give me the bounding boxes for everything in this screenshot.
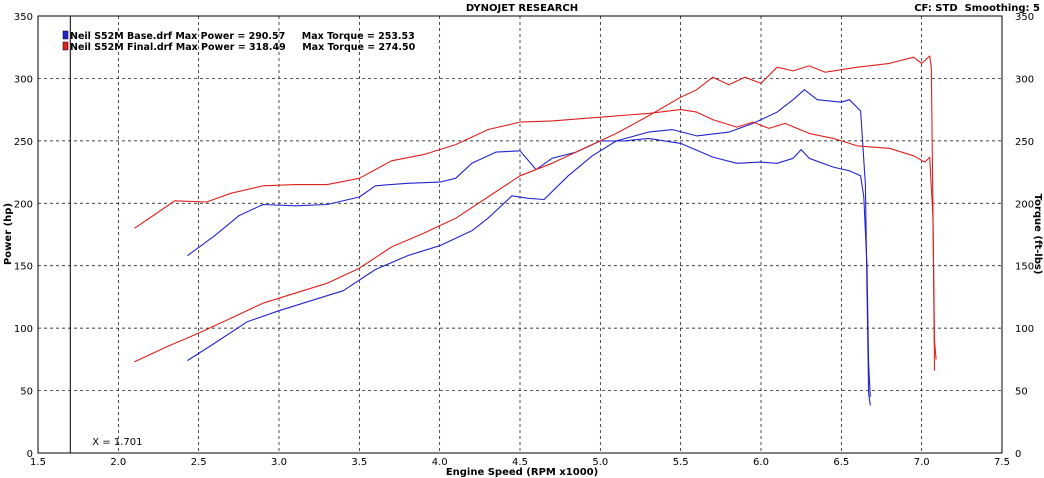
y-right-tick-label: 200 bbox=[1015, 199, 1034, 210]
x-tick-label: 7.5 bbox=[994, 457, 1010, 468]
y-right-tick-label: 350 bbox=[1015, 12, 1034, 23]
y-right-tick-label: 250 bbox=[1015, 137, 1034, 148]
x-tick-label: 6.0 bbox=[753, 457, 769, 468]
x-tick-label: 4.0 bbox=[432, 457, 448, 468]
y-right-tick-label: 150 bbox=[1015, 262, 1034, 273]
x-tick-label: 3.0 bbox=[271, 457, 287, 468]
y-axis-label-left: Power (hp) bbox=[3, 203, 14, 265]
final-torque-curve bbox=[134, 109, 937, 360]
y-left-tick-label: 350 bbox=[14, 12, 33, 23]
legend-swatch-final bbox=[62, 41, 69, 51]
y-axis-label-right: Torque (ft-lbs) bbox=[1032, 194, 1043, 275]
y-right-tick-label: 50 bbox=[1015, 387, 1028, 398]
final-power-curve bbox=[134, 55, 936, 371]
y-left-tick-label: 200 bbox=[14, 199, 33, 210]
y-left-tick-labels: 0 50 100 150 200 250 300 350 bbox=[14, 12, 33, 460]
y-left-tick-label: 0 bbox=[27, 449, 33, 460]
y-left-tick-label: 100 bbox=[14, 324, 33, 335]
curves bbox=[134, 55, 937, 406]
y-left-tick-label: 300 bbox=[14, 74, 33, 85]
legend-entry-final: Neil S52M Final.drf Max Power = 318.49 M… bbox=[70, 42, 416, 53]
x-tick-label: 6.5 bbox=[833, 457, 849, 468]
x-tick-label: 4.5 bbox=[512, 457, 528, 468]
y-right-tick-labels: 0 50 100 150 200 250 300 350 bbox=[1015, 12, 1034, 460]
x-tick-label: 2.5 bbox=[191, 457, 207, 468]
x-tick-label: 3.5 bbox=[351, 457, 367, 468]
gridlines bbox=[38, 16, 1002, 453]
y-right-tick-label: 100 bbox=[1015, 324, 1034, 335]
y-right-tick-label: 0 bbox=[1015, 449, 1021, 460]
y-left-tick-label: 250 bbox=[14, 137, 33, 148]
x-axis-label: Engine Speed (RPM x1000) bbox=[446, 467, 598, 478]
legend-swatch-base bbox=[62, 30, 69, 40]
settings-label: CF: STD Smoothing: 5 bbox=[914, 3, 1040, 14]
x-tick-label: 5.5 bbox=[673, 457, 689, 468]
y-left-tick-label: 50 bbox=[20, 387, 33, 398]
legend-entry-base: Neil S52M Base.drf Max Power = 290.57 Ma… bbox=[70, 31, 415, 42]
x-tick-label: 5.0 bbox=[592, 457, 608, 468]
x-tick-label: 1.5 bbox=[30, 457, 46, 468]
legend: Neil S52M Base.drf Max Power = 290.57 Ma… bbox=[62, 30, 416, 53]
y-left-tick-label: 150 bbox=[14, 262, 33, 273]
x-tick-label: 2.0 bbox=[110, 457, 126, 468]
x-tick-label: 7.0 bbox=[914, 457, 930, 468]
x-tick-labels: 1.5 2.0 2.5 3.0 3.5 4.0 4.5 5.0 5.5 6.0 6.5 7.0 7.5 bbox=[30, 457, 1010, 468]
chart-title: DYNOJET RESEARCH bbox=[466, 3, 578, 14]
y-right-tick-label: 300 bbox=[1015, 74, 1034, 85]
cursor-label: X = 1.701 bbox=[92, 437, 142, 448]
